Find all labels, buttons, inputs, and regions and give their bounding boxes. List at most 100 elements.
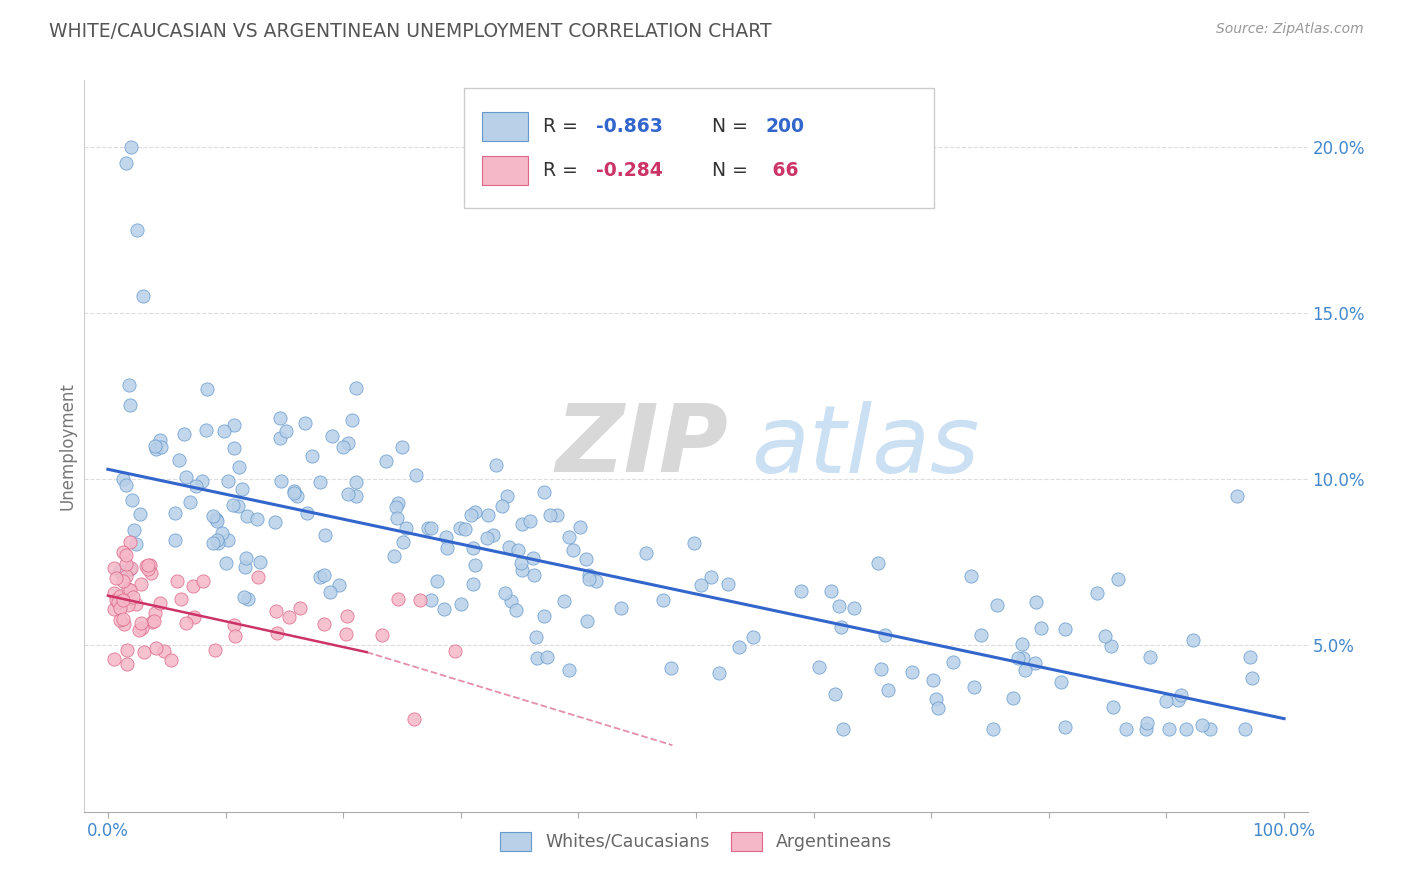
- Point: [309, 475, 332, 489]
- Point: [131, 621, 153, 635]
- Point: [131, 577, 153, 591]
- Point: [103, 651, 125, 665]
- Point: [981, 722, 1004, 736]
- Point: [108, 600, 131, 615]
- Point: [195, 423, 218, 437]
- Y-axis label: Unemployment: Unemployment: [58, 382, 76, 510]
- Point: [153, 644, 176, 658]
- Point: [103, 602, 125, 616]
- Point: [111, 574, 134, 588]
- Point: [145, 641, 167, 656]
- Point: [634, 546, 657, 560]
- Point: [522, 551, 544, 566]
- Point: [217, 474, 239, 488]
- Point: [1024, 656, 1046, 670]
- Point: [387, 591, 409, 606]
- Point: [342, 413, 364, 427]
- Point: [873, 628, 896, 642]
- Point: [277, 610, 299, 624]
- Point: [135, 559, 157, 574]
- Point: [290, 601, 312, 615]
- Point: [150, 441, 173, 455]
- Point: [132, 645, 155, 659]
- Point: [274, 424, 297, 438]
- Point: [477, 508, 499, 522]
- Point: [103, 586, 125, 600]
- Point: [1094, 629, 1116, 643]
- Point: [1053, 720, 1076, 734]
- Point: [143, 614, 166, 628]
- Point: [475, 531, 498, 545]
- Text: N =: N =: [711, 161, 754, 180]
- Point: [139, 558, 162, 572]
- Point: [336, 608, 359, 623]
- Point: [576, 614, 599, 628]
- Point: [167, 452, 190, 467]
- Point: [207, 536, 229, 550]
- Point: [1099, 640, 1122, 654]
- Point: [1167, 693, 1189, 707]
- Point: [337, 487, 360, 501]
- Point: [263, 515, 285, 529]
- Point: [524, 630, 547, 644]
- Point: [120, 140, 142, 154]
- Point: [143, 439, 166, 453]
- Point: [224, 630, 246, 644]
- Point: [808, 660, 831, 674]
- Point: [117, 582, 139, 597]
- Point: [450, 598, 472, 612]
- Point: [391, 440, 413, 454]
- Point: [332, 440, 354, 454]
- Point: [129, 615, 152, 630]
- Point: [104, 571, 127, 585]
- Point: [174, 469, 197, 483]
- Text: atlas: atlas: [751, 401, 979, 491]
- Point: [183, 609, 205, 624]
- Point: [125, 597, 148, 611]
- Point: [510, 556, 533, 570]
- Point: [270, 474, 292, 488]
- Point: [121, 591, 143, 605]
- Point: [141, 615, 163, 629]
- Point: [120, 561, 142, 575]
- Point: [533, 484, 555, 499]
- Point: [464, 558, 486, 572]
- Point: [659, 661, 682, 675]
- Point: [1241, 672, 1264, 686]
- Point: [159, 653, 181, 667]
- Point: [418, 521, 440, 535]
- Point: [508, 543, 530, 558]
- Point: [222, 499, 245, 513]
- Point: [108, 564, 131, 578]
- Point: [536, 650, 558, 665]
- Point: [222, 442, 245, 456]
- Point: [344, 475, 367, 490]
- Point: [1233, 722, 1256, 736]
- Point: [173, 427, 195, 442]
- Point: [136, 562, 159, 576]
- Point: [832, 722, 855, 736]
- Text: 66: 66: [766, 161, 799, 180]
- Point: [115, 478, 138, 492]
- Point: [121, 493, 143, 508]
- Point: [128, 623, 150, 637]
- Point: [960, 568, 983, 582]
- Point: [191, 574, 214, 588]
- Point: [1014, 663, 1036, 677]
- Point: [103, 561, 125, 575]
- Point: [578, 572, 600, 586]
- Text: R =: R =: [543, 161, 583, 180]
- Point: [651, 592, 673, 607]
- Point: [901, 665, 924, 679]
- Point: [112, 616, 135, 631]
- FancyBboxPatch shape: [464, 87, 935, 209]
- Point: [294, 416, 316, 430]
- Point: [1102, 700, 1125, 714]
- Point: [866, 556, 889, 570]
- Point: [461, 577, 484, 591]
- Point: [111, 472, 134, 486]
- Point: [1007, 651, 1029, 665]
- Point: [314, 617, 336, 632]
- Point: [215, 557, 238, 571]
- Point: [491, 499, 513, 513]
